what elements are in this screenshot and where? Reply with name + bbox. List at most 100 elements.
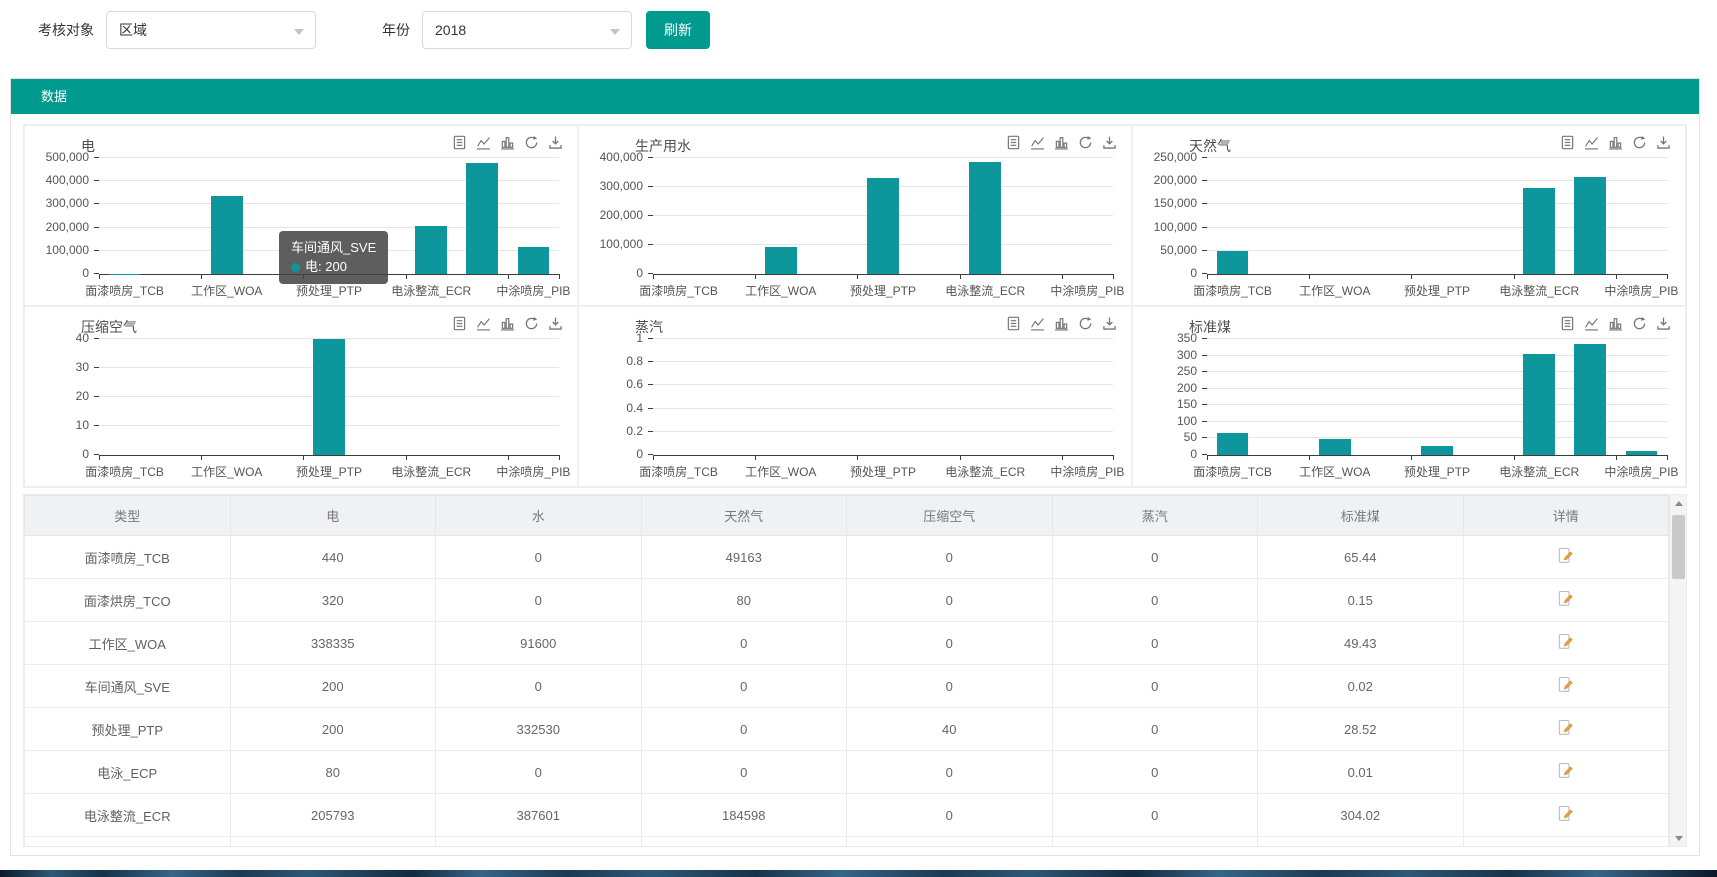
detail-cell[interactable] — [1463, 579, 1669, 622]
restore-icon[interactable] — [524, 135, 539, 150]
bar[interactable] — [211, 196, 243, 274]
data-view-icon[interactable] — [452, 316, 467, 331]
restore-icon[interactable] — [1632, 135, 1647, 150]
save-image-icon[interactable] — [548, 135, 563, 150]
restore-icon[interactable] — [524, 316, 539, 331]
line-toggle-icon[interactable] — [476, 135, 491, 150]
bar-toggle-icon[interactable] — [1054, 135, 1069, 150]
y-axis-tick — [94, 157, 99, 158]
line-toggle-icon[interactable] — [1030, 135, 1045, 150]
detail-cell[interactable] — [1463, 665, 1669, 708]
x-axis-tick — [559, 455, 560, 460]
detail-cell[interactable] — [1463, 794, 1669, 837]
chart-compressed-air: 压缩空气 403020100面漆喷房_TCB工作区_WOA预处理_PTP电泳整流… — [24, 306, 578, 487]
detail-cell[interactable] — [1463, 536, 1669, 579]
x-axis-label: 电泳整流_ECR — [1484, 463, 1594, 480]
edit-detail-icon[interactable] — [1557, 547, 1574, 564]
bar[interactable] — [765, 247, 797, 274]
scrollbar-thumb[interactable] — [1672, 515, 1685, 579]
save-image-icon[interactable] — [1102, 316, 1117, 331]
target-select[interactable]: 区域 — [106, 11, 316, 49]
bar[interactable] — [867, 178, 899, 274]
bar[interactable] — [1523, 188, 1555, 274]
bar[interactable] — [969, 162, 1001, 274]
scroll-down-arrow-icon[interactable] — [1670, 830, 1687, 846]
x-axis-tick — [1616, 274, 1617, 279]
edit-detail-icon[interactable] — [1557, 590, 1574, 607]
detail-cell[interactable] — [1463, 622, 1669, 665]
chart-plot: 403020100面漆喷房_TCB工作区_WOA预处理_PTP电泳整流_ECR中… — [99, 339, 559, 456]
y-axis-label: 150 — [1135, 397, 1197, 411]
scroll-up-arrow-icon[interactable] — [1670, 495, 1687, 511]
y-axis-label: 500,000 — [27, 150, 89, 164]
refresh-button[interactable]: 刷新 — [646, 11, 710, 49]
data-view-icon[interactable] — [1006, 135, 1021, 150]
column-header: 电 — [230, 496, 436, 536]
chart-natural-gas: 天然气 250,000200,000150,000100,00050,0000面… — [1132, 125, 1686, 306]
restore-icon[interactable] — [1078, 316, 1093, 331]
bar[interactable] — [1574, 177, 1606, 274]
row-value: 387601 — [436, 794, 642, 837]
bar-toggle-icon[interactable] — [1054, 316, 1069, 331]
column-header: 详情 — [1463, 496, 1669, 536]
data-view-icon[interactable] — [1560, 316, 1575, 331]
row-value: 80 — [641, 579, 847, 622]
chart-title: 生产用水 — [635, 136, 691, 156]
row-value: 205793 — [230, 794, 436, 837]
y-axis-tick — [648, 157, 653, 158]
x-axis-tick — [1207, 274, 1208, 279]
line-toggle-icon[interactable] — [1584, 135, 1599, 150]
save-image-icon[interactable] — [1656, 135, 1671, 150]
edit-detail-icon[interactable] — [1557, 719, 1574, 736]
bar[interactable] — [518, 247, 550, 274]
column-header: 压缩空气 — [847, 496, 1053, 536]
restore-icon[interactable] — [1078, 135, 1093, 150]
y-axis-tick — [1202, 355, 1207, 356]
bar[interactable] — [1421, 446, 1453, 455]
data-panel: 数据 电 500,000400,000300,000200,000100,000… — [10, 78, 1700, 856]
column-header: 类型 — [25, 496, 231, 536]
data-view-icon[interactable] — [1560, 135, 1575, 150]
detail-cell[interactable] — [1463, 708, 1669, 751]
edit-detail-icon[interactable] — [1557, 762, 1574, 779]
bar[interactable] — [466, 163, 498, 274]
bar[interactable] — [1523, 354, 1555, 455]
y-axis-label: 250 — [1135, 364, 1197, 378]
grid-line — [653, 157, 1113, 158]
column-header: 标准煤 — [1258, 496, 1464, 536]
line-toggle-icon[interactable] — [476, 316, 491, 331]
edit-detail-icon[interactable] — [1557, 676, 1574, 693]
bar-toggle-icon[interactable] — [1608, 135, 1623, 150]
bar[interactable] — [1217, 251, 1249, 274]
edit-detail-icon[interactable] — [1557, 633, 1574, 650]
line-toggle-icon[interactable] — [1584, 316, 1599, 331]
x-axis-tick — [1667, 455, 1668, 460]
x-axis-label: 预处理_PTP — [1382, 463, 1492, 480]
table-scrollbar[interactable] — [1669, 495, 1686, 846]
bar-toggle-icon[interactable] — [1608, 316, 1623, 331]
bar[interactable] — [1626, 451, 1658, 455]
bar[interactable] — [1574, 344, 1606, 455]
bar-toggle-icon[interactable] — [500, 316, 515, 331]
bar[interactable] — [415, 226, 447, 274]
row-value: 0 — [436, 751, 642, 794]
data-view-icon[interactable] — [1006, 316, 1021, 331]
bar-toggle-icon[interactable] — [500, 135, 515, 150]
row-value: 0 — [436, 579, 642, 622]
detail-cell[interactable] — [1463, 751, 1669, 794]
row-value: 0 — [847, 751, 1053, 794]
data-view-icon[interactable] — [452, 135, 467, 150]
chart-plot: 350300250200150100500面漆喷房_TCB工作区_WOA预处理_… — [1207, 339, 1667, 456]
bar[interactable] — [1217, 433, 1249, 455]
bar[interactable] — [1319, 439, 1351, 455]
year-select[interactable]: 2018 — [422, 11, 632, 49]
edit-detail-icon[interactable] — [1557, 805, 1574, 822]
bar[interactable] — [313, 339, 345, 455]
save-image-icon[interactable] — [1102, 135, 1117, 150]
table-row: 面漆喷房_TCB4400491630065.44 — [25, 536, 1669, 579]
line-toggle-icon[interactable] — [1030, 316, 1045, 331]
save-image-icon[interactable] — [1656, 316, 1671, 331]
y-axis-label: 300 — [1135, 348, 1197, 362]
restore-icon[interactable] — [1632, 316, 1647, 331]
save-image-icon[interactable] — [548, 316, 563, 331]
